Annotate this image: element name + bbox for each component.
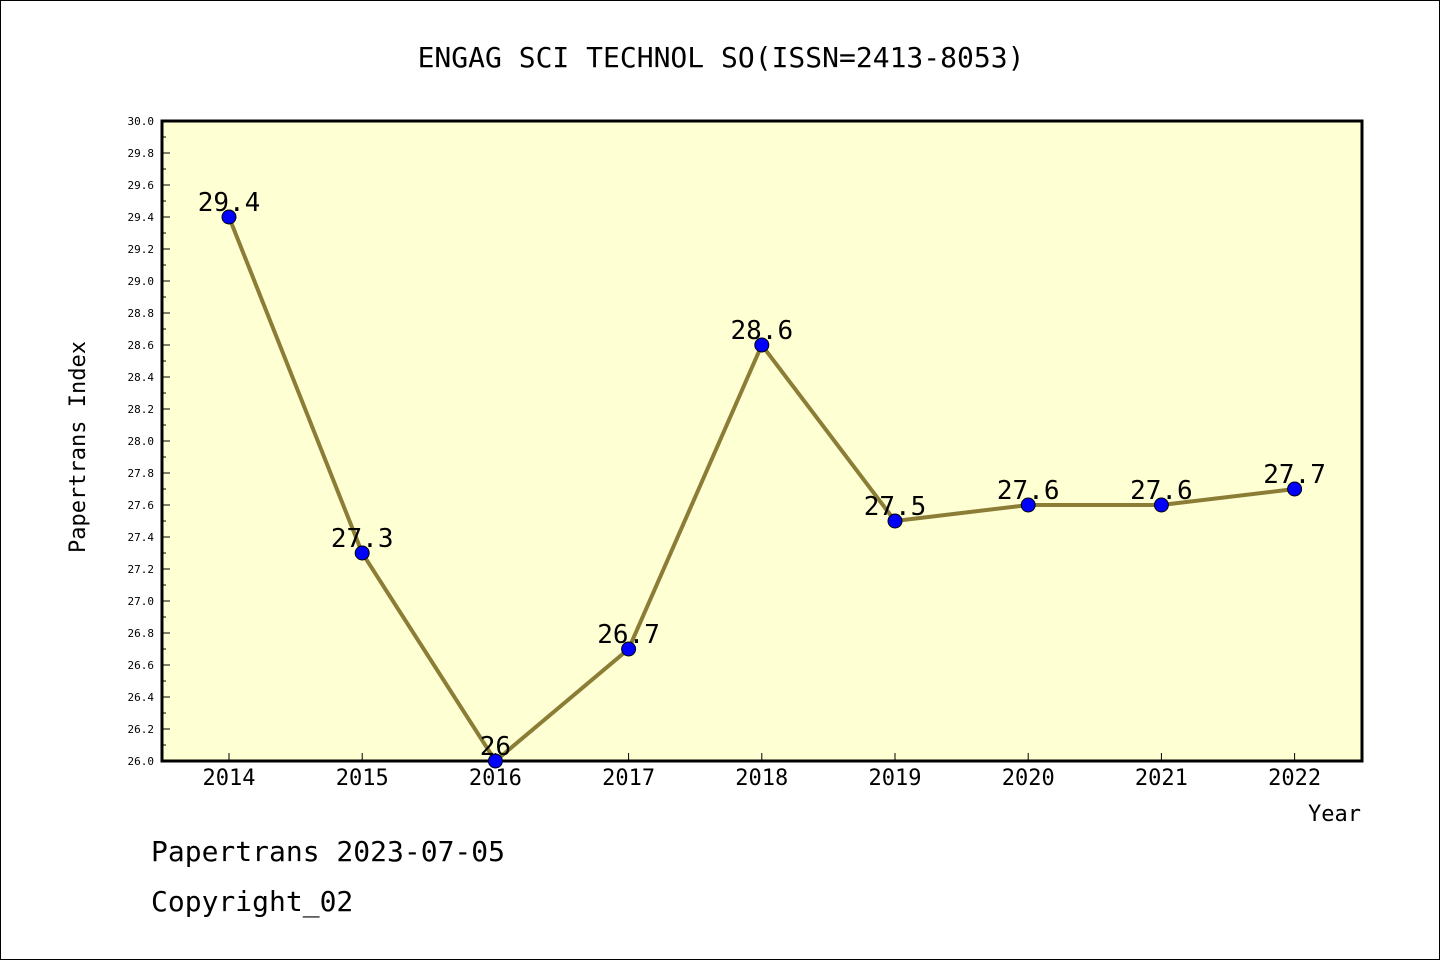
y-tick-label: 28.2: [128, 403, 155, 416]
y-axis: 26.0 26.2 26.4 26.6 26.8 27.0 27.2 27.4 27.6 27.8…: [128, 115, 170, 768]
x-tick-label: 2022: [1268, 766, 1321, 791]
data-label: 27.6: [997, 476, 1060, 506]
data-label: 27.6: [1130, 476, 1193, 506]
chart-title: ENGAG SCI TECHNOL SO(ISSN=2413-8053): [418, 41, 1025, 74]
data-point-marker: [487, 753, 503, 769]
x-tick-label: 2019: [869, 766, 922, 791]
data-label: 27.5: [864, 492, 927, 522]
data-label: 26: [480, 732, 511, 762]
data-point-marker: [1153, 497, 1169, 513]
x-tick-label: 2018: [735, 766, 788, 791]
x-tick-label: 2020: [1002, 766, 1055, 791]
y-tick-label: 27.2: [128, 563, 155, 576]
plot-area: [160, 119, 1364, 763]
footer-copyright: Copyright_02: [151, 885, 354, 918]
y-tick-label: 28.8: [128, 307, 155, 320]
data-point-marker: [754, 337, 770, 353]
y-tick-label: 30.0: [128, 115, 155, 128]
y-tick-label: 28.6: [128, 339, 155, 352]
data-label: 27.3: [331, 524, 394, 554]
y-tick-label: 27.6: [128, 499, 155, 512]
data-point-marker: [887, 513, 903, 529]
x-tick-label: 2014: [203, 766, 256, 791]
data-point-marker: [1287, 481, 1303, 497]
data-point-marker: [1020, 497, 1036, 513]
y-tick-label: 27.4: [128, 531, 155, 544]
y-tick-label: 27.8: [128, 467, 155, 480]
data-points: [221, 209, 1303, 769]
y-tick-label: 26.6: [128, 659, 155, 672]
data-label: 26.7: [597, 620, 660, 650]
x-axis-label: Year: [1308, 802, 1361, 827]
y-tick-label: 28.0: [128, 435, 155, 448]
y-tick-label: 29.6: [128, 179, 155, 192]
y-tick-label: 29.4: [128, 211, 155, 224]
data-point-marker: [621, 641, 637, 657]
y-axis-label: Papertrans Index: [66, 341, 91, 553]
y-tick-label: 29.2: [128, 243, 155, 256]
y-tick-label: 29.0: [128, 275, 155, 288]
y-tick-label: 26.8: [128, 627, 155, 640]
data-label: 27.7: [1263, 460, 1326, 490]
data-label: 29.4: [198, 188, 261, 218]
data-labels: 29.4 27.3 26 26.7 28.6 27.5 27.6 27.6 27.7: [198, 188, 1326, 762]
x-tick-label: 2015: [336, 766, 389, 791]
y-tick-label: 26.0: [128, 755, 155, 768]
x-tick-label: 2016: [469, 766, 522, 791]
x-axis: 2014 2015 2016 2017 2018 2019 2020 2021 2022: [203, 753, 1321, 791]
data-label: 28.6: [730, 316, 793, 346]
y-tick-label: 28.4: [128, 371, 155, 384]
footer-date: Papertrans 2023-07-05: [151, 835, 506, 868]
y-tick-label: 29.8: [128, 147, 155, 160]
x-tick-label: 2017: [602, 766, 655, 791]
x-tick-label: 2021: [1135, 766, 1188, 791]
y-tick-label: 27.0: [128, 595, 155, 608]
y-tick-label: 26.2: [128, 723, 155, 736]
y-tick-label: 26.4: [128, 691, 155, 704]
data-point-marker: [354, 545, 370, 561]
data-point-marker: [221, 209, 237, 225]
